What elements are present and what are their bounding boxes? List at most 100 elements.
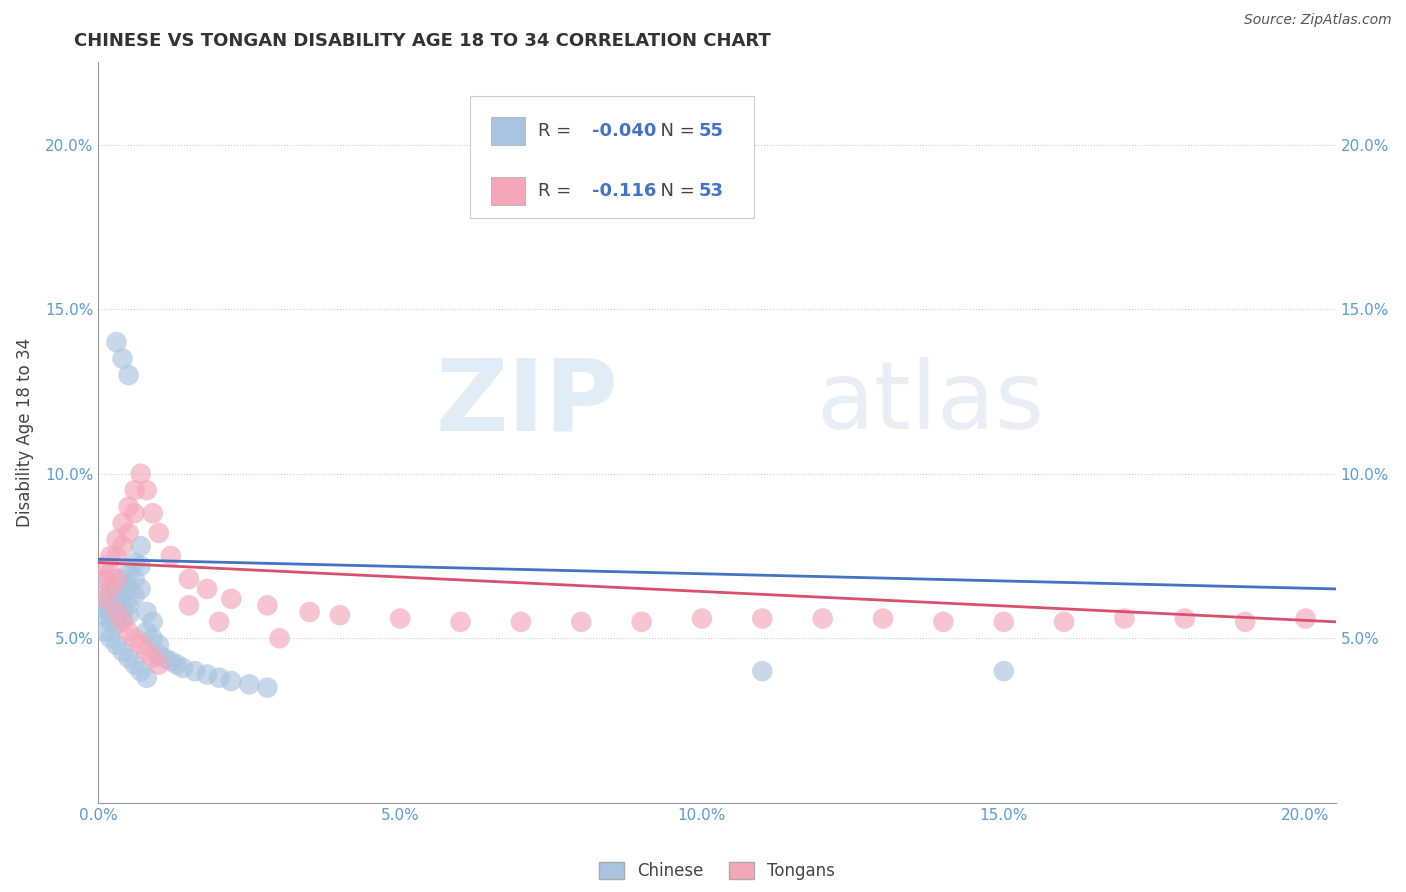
Point <box>111 611 134 625</box>
Point <box>630 615 652 629</box>
Point <box>993 615 1015 629</box>
FancyBboxPatch shape <box>491 117 526 145</box>
Y-axis label: Disability Age 18 to 34: Disability Age 18 to 34 <box>15 338 34 527</box>
Point <box>142 615 165 629</box>
Point <box>93 572 115 586</box>
Point <box>690 611 713 625</box>
Point <box>129 664 152 678</box>
Legend: Chinese, Tongans: Chinese, Tongans <box>592 855 842 887</box>
Point <box>219 591 242 606</box>
Point <box>1114 611 1136 625</box>
Point <box>135 644 157 658</box>
Point <box>135 671 157 685</box>
FancyBboxPatch shape <box>470 95 754 218</box>
Point <box>100 589 122 603</box>
Point <box>153 651 176 665</box>
Text: CHINESE VS TONGAN DISABILITY AGE 18 TO 34 CORRELATION CHART: CHINESE VS TONGAN DISABILITY AGE 18 TO 3… <box>73 32 770 50</box>
Text: ZIP: ZIP <box>436 354 619 451</box>
Point <box>751 611 773 625</box>
Point <box>93 591 115 606</box>
Point <box>100 549 122 563</box>
Point <box>872 611 894 625</box>
Point <box>298 605 321 619</box>
Point <box>135 605 157 619</box>
Point <box>105 572 128 586</box>
Point <box>105 638 128 652</box>
Point <box>450 615 472 629</box>
Point <box>129 638 152 652</box>
Point <box>93 601 115 615</box>
Point <box>184 664 207 678</box>
Point <box>148 638 170 652</box>
Point <box>124 506 146 520</box>
Point <box>135 624 157 639</box>
Point <box>100 632 122 646</box>
Point <box>256 681 278 695</box>
Point <box>93 591 115 606</box>
Point <box>160 654 183 668</box>
Text: 53: 53 <box>699 182 724 201</box>
Point <box>177 572 200 586</box>
Point <box>117 566 139 580</box>
Point <box>129 582 152 596</box>
Point <box>105 599 128 613</box>
FancyBboxPatch shape <box>491 178 526 205</box>
Point <box>509 615 531 629</box>
Point <box>124 572 146 586</box>
Point <box>117 624 139 639</box>
Point <box>117 582 139 596</box>
Point <box>117 608 139 623</box>
Point <box>177 599 200 613</box>
Point <box>208 615 231 629</box>
Point <box>100 599 122 613</box>
Point <box>219 674 242 689</box>
Point <box>172 661 194 675</box>
Text: R =: R = <box>537 122 576 140</box>
Point <box>105 608 128 623</box>
Point <box>142 651 165 665</box>
Point <box>111 644 134 658</box>
Point <box>751 664 773 678</box>
Point <box>100 582 122 596</box>
Point <box>1234 615 1257 629</box>
Point <box>124 657 146 672</box>
Point <box>142 632 165 646</box>
Point <box>117 651 139 665</box>
Point <box>129 558 152 573</box>
Point <box>569 615 592 629</box>
Point <box>117 368 139 382</box>
Point <box>105 335 128 350</box>
Point <box>238 677 260 691</box>
Point <box>111 539 134 553</box>
Point <box>117 526 139 541</box>
Point <box>1174 611 1197 625</box>
Point <box>195 667 218 681</box>
Point <box>129 467 152 481</box>
Point <box>148 657 170 672</box>
Point <box>993 664 1015 678</box>
Point <box>111 589 134 603</box>
Point <box>329 608 352 623</box>
Point <box>148 648 170 662</box>
Text: Source: ZipAtlas.com: Source: ZipAtlas.com <box>1244 13 1392 28</box>
Point <box>1053 615 1076 629</box>
Point <box>105 533 128 547</box>
Text: 55: 55 <box>699 122 724 140</box>
Text: atlas: atlas <box>815 357 1045 449</box>
Point <box>117 500 139 514</box>
Point <box>129 539 152 553</box>
Text: R =: R = <box>537 182 582 201</box>
Point <box>160 549 183 563</box>
Point <box>124 556 146 570</box>
Text: N =: N = <box>650 182 700 201</box>
Text: -0.040: -0.040 <box>592 122 657 140</box>
Point <box>124 632 146 646</box>
Point <box>93 624 115 639</box>
Point <box>1295 611 1317 625</box>
Point <box>111 572 134 586</box>
Point <box>100 566 122 580</box>
Text: N =: N = <box>650 122 700 140</box>
Point <box>111 615 134 629</box>
Point <box>256 599 278 613</box>
Point <box>93 572 115 586</box>
